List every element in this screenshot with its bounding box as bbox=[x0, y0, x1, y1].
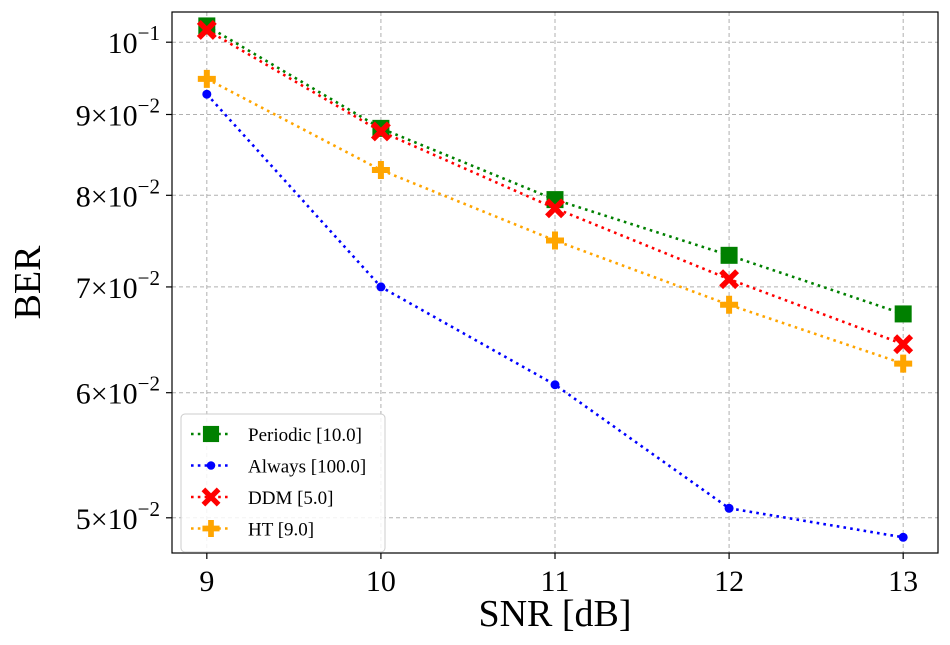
series-always bbox=[202, 89, 908, 542]
series-ht bbox=[197, 69, 913, 373]
legend-item: Always [100.0] bbox=[191, 457, 366, 478]
data-point bbox=[370, 121, 391, 142]
data-point bbox=[197, 69, 216, 88]
y-tick-label: 6×10−2 bbox=[76, 372, 160, 411]
data-point bbox=[546, 231, 564, 250]
data-point bbox=[894, 305, 912, 323]
series-line bbox=[206, 77, 904, 365]
data-point bbox=[550, 380, 560, 390]
legend-label: Periodic [10.0] bbox=[248, 425, 362, 446]
data-point bbox=[196, 20, 217, 40]
ticks bbox=[166, 41, 904, 559]
y-tick-label: 8×10−2 bbox=[76, 174, 160, 213]
y-tick-label: 5×10−2 bbox=[76, 497, 160, 536]
y-tick-mantissa: 8×10 bbox=[76, 180, 138, 213]
y-tick-label: 10−1 bbox=[108, 21, 160, 60]
y-tick-mantissa: 6×10 bbox=[76, 378, 138, 411]
y-tick-exponent: −2 bbox=[138, 266, 160, 290]
x-tick-labels: 9 10 11 12 13 bbox=[199, 565, 918, 598]
y-tick-label: 9×10−2 bbox=[76, 93, 160, 132]
legend-item: DDM [5.0] bbox=[191, 487, 334, 509]
y-tick-mantissa: 7×10 bbox=[76, 272, 138, 305]
series-ddm bbox=[196, 20, 914, 355]
y-tick-exponent: −1 bbox=[138, 21, 160, 45]
data-point bbox=[202, 425, 220, 443]
x-tick-label: 11 bbox=[541, 565, 570, 598]
x-axis-title: SNR [dB] bbox=[478, 593, 631, 635]
data-point bbox=[898, 532, 908, 542]
data-point bbox=[202, 89, 212, 99]
y-tick-label: 7×10−2 bbox=[76, 266, 160, 305]
data-point bbox=[545, 198, 565, 219]
y-tick-mantissa: 10 bbox=[108, 27, 138, 60]
data-point bbox=[201, 487, 221, 507]
y-tick-exponent: −2 bbox=[138, 93, 160, 117]
data-point bbox=[720, 295, 739, 314]
data-point bbox=[198, 17, 216, 35]
data-point bbox=[206, 461, 216, 470]
series-line bbox=[206, 28, 904, 346]
data-point bbox=[719, 269, 740, 290]
y-tick-exponent: −2 bbox=[138, 497, 160, 521]
y-tick-exponent: −2 bbox=[138, 372, 160, 396]
x-tick-label: 10 bbox=[366, 565, 396, 598]
y-tick-exponent: −2 bbox=[138, 174, 160, 198]
legend-label: DDM [5.0] bbox=[248, 488, 334, 509]
legend-item: Periodic [10.0] bbox=[191, 425, 362, 446]
series-layer bbox=[196, 17, 914, 542]
legend-item: HT [9.0] bbox=[191, 520, 314, 541]
y-tick-mantissa: 5×10 bbox=[76, 503, 138, 536]
data-point bbox=[202, 519, 220, 538]
data-point bbox=[371, 161, 390, 180]
legend-box bbox=[180, 413, 386, 553]
x-tick-label: 12 bbox=[714, 565, 744, 598]
data-point bbox=[724, 503, 734, 513]
y-axis-title: BER bbox=[7, 245, 49, 320]
data-point bbox=[894, 354, 913, 373]
y-tick-mantissa: 9×10 bbox=[76, 99, 138, 132]
legend-label: HT [9.0] bbox=[248, 520, 314, 541]
legend-label: Always [100.0] bbox=[248, 457, 366, 478]
legend: Periodic [10.0] Always [100.0] DDM [5.0] HT… bbox=[180, 413, 386, 553]
y-tick-labels: 10−19×10−28×10−27×10−26×10−25×10−2 bbox=[76, 21, 160, 536]
x-tick-label: 9 bbox=[199, 565, 214, 598]
x-tick-label: 13 bbox=[888, 565, 918, 598]
data-point bbox=[893, 334, 914, 355]
data-point bbox=[720, 246, 738, 264]
data-point bbox=[376, 282, 386, 292]
